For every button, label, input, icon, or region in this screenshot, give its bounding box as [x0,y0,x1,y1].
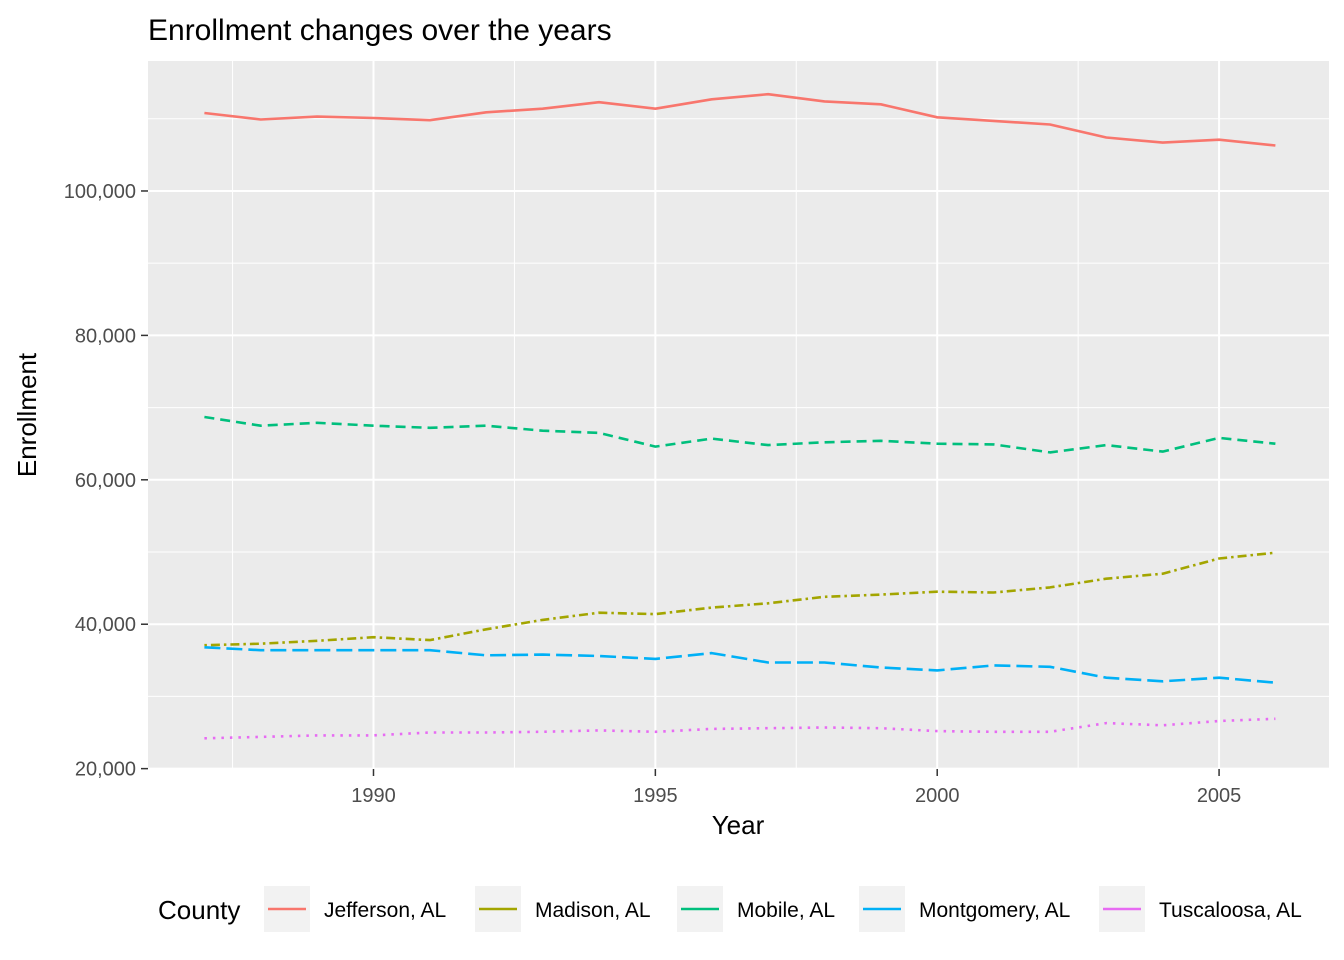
series-line-3 [204,646,1276,684]
legend-label: Mobile, AL [737,899,835,922]
series-line-2 [204,415,1276,454]
x-axis-title: Year [712,810,765,840]
major-gridlines [148,61,1329,770]
x-tick-label: 2005 [1197,785,1242,807]
x-tick-label: 1990 [351,785,396,807]
legend-label: Tuscaloosa, AL [1159,899,1302,922]
series-lines [204,92,1276,740]
y-tick-label: 40,000 [75,614,136,636]
plot-panel [148,61,1329,769]
x-tick-label: 2000 [915,785,960,807]
legend-label: Jefferson, AL [324,899,446,922]
series-line-4 [204,717,1276,740]
series-line-1 [204,551,1276,647]
legend-label: Madison, AL [535,899,651,922]
minor-gridlines [148,61,1329,769]
x-axis: 1990 1995 2000 2005 [351,769,1241,807]
series-line-0 [204,92,1276,147]
legend-label: Montgomery, AL [919,899,1070,922]
chart-title: Enrollment changes over the years [148,14,612,47]
legend: County Jefferson, AL Madison, AL Mobile, A… [158,886,1302,932]
y-tick-label: 60,000 [75,470,136,492]
y-axis: 20,000 40,000 60,000 80,000 100,000 [64,181,148,781]
y-tick-label: 80,000 [75,325,136,347]
x-tick-label: 1995 [633,785,678,807]
y-axis-title: Enrollment [12,352,42,477]
y-tick-label: 20,000 [75,759,136,781]
y-tick-label: 100,000 [64,181,136,203]
legend-title: County [158,895,240,925]
